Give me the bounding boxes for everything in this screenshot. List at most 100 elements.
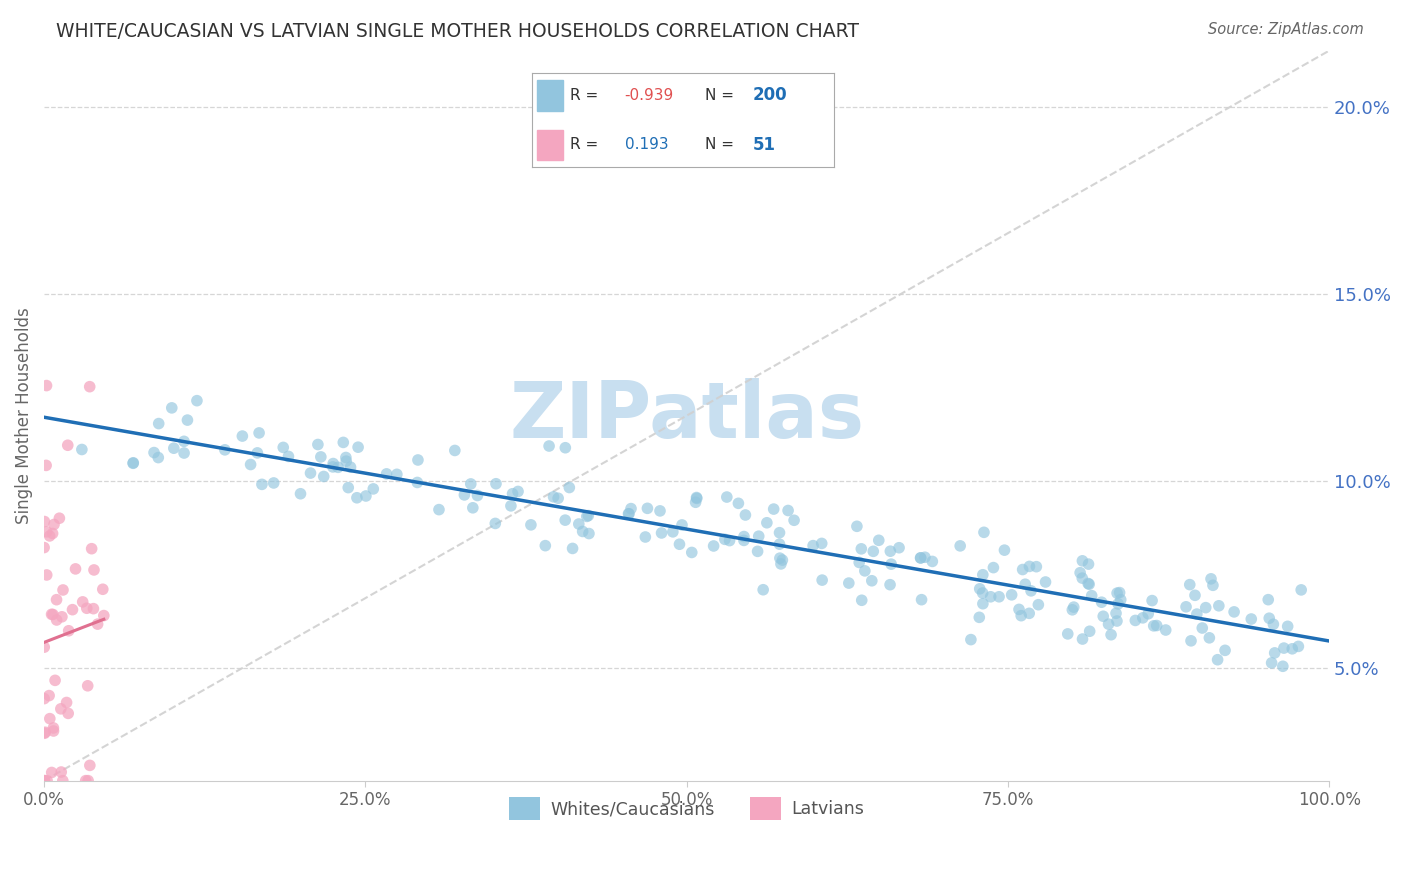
Point bbox=[668, 537, 690, 551]
Point bbox=[685, 491, 707, 505]
Point bbox=[406, 453, 429, 467]
Point bbox=[547, 491, 569, 506]
Point bbox=[34, 515, 56, 529]
Point bbox=[1277, 619, 1299, 633]
Point bbox=[1185, 607, 1208, 621]
Point bbox=[173, 434, 195, 449]
Point bbox=[1025, 559, 1047, 574]
Point bbox=[82, 601, 104, 615]
Point bbox=[499, 499, 522, 513]
Point bbox=[1092, 609, 1115, 624]
Point bbox=[271, 441, 294, 455]
Point bbox=[1077, 557, 1099, 571]
Point bbox=[35, 524, 58, 539]
Point bbox=[1132, 611, 1154, 625]
Point bbox=[1146, 618, 1168, 632]
Point bbox=[1008, 602, 1031, 616]
Point bbox=[811, 573, 834, 587]
Point bbox=[485, 476, 508, 491]
Point bbox=[768, 525, 790, 540]
Point bbox=[845, 519, 868, 533]
Point bbox=[77, 773, 100, 788]
Point bbox=[41, 765, 63, 780]
Point bbox=[1213, 643, 1236, 657]
Point bbox=[879, 544, 901, 558]
Point bbox=[49, 702, 72, 716]
Point bbox=[853, 564, 876, 578]
Point bbox=[1108, 585, 1130, 599]
Point bbox=[163, 441, 186, 455]
Point bbox=[1240, 612, 1263, 626]
Point bbox=[406, 475, 429, 490]
Point bbox=[143, 445, 166, 459]
Point bbox=[1198, 631, 1220, 645]
Point bbox=[51, 609, 73, 624]
Point bbox=[173, 446, 195, 460]
Point bbox=[79, 379, 101, 393]
Point bbox=[148, 417, 170, 431]
Point bbox=[575, 509, 598, 524]
Point bbox=[44, 673, 66, 688]
Point bbox=[347, 440, 370, 454]
Point bbox=[41, 526, 63, 541]
Point bbox=[576, 508, 599, 523]
Point bbox=[671, 517, 693, 532]
Point bbox=[1078, 577, 1101, 591]
Point bbox=[558, 481, 581, 495]
Point bbox=[55, 696, 77, 710]
Point bbox=[52, 773, 75, 788]
Point bbox=[337, 481, 360, 495]
Point bbox=[534, 539, 557, 553]
Point bbox=[56, 438, 79, 452]
Point bbox=[76, 601, 98, 615]
Point bbox=[1080, 589, 1102, 603]
Point bbox=[354, 489, 377, 503]
Point bbox=[1180, 633, 1202, 648]
Point bbox=[444, 443, 467, 458]
Point bbox=[714, 533, 737, 547]
Point bbox=[460, 477, 482, 491]
Point bbox=[160, 401, 183, 415]
Point bbox=[1281, 641, 1303, 656]
Point bbox=[1154, 623, 1177, 637]
Point bbox=[1001, 588, 1024, 602]
Point bbox=[1018, 559, 1040, 574]
Point bbox=[686, 491, 709, 506]
Point bbox=[554, 441, 576, 455]
Point bbox=[335, 454, 357, 468]
Point bbox=[1035, 574, 1057, 589]
Point bbox=[578, 526, 600, 541]
Point bbox=[1178, 577, 1201, 591]
Legend: Whites/Caucasians, Latvians: Whites/Caucasians, Latvians bbox=[502, 790, 872, 827]
Point bbox=[1271, 659, 1294, 673]
Text: WHITE/CAUCASIAN VS LATVIAN SINGLE MOTHER HOUSEHOLDS CORRELATION CHART: WHITE/CAUCASIAN VS LATVIAN SINGLE MOTHER… bbox=[56, 22, 859, 41]
Point bbox=[1107, 586, 1129, 600]
Point bbox=[733, 533, 755, 548]
Point bbox=[332, 435, 354, 450]
Point bbox=[1286, 640, 1309, 654]
Point bbox=[1014, 577, 1036, 591]
Point bbox=[617, 507, 640, 521]
Point bbox=[762, 502, 785, 516]
Point bbox=[1107, 597, 1129, 611]
Point bbox=[620, 501, 643, 516]
Point bbox=[770, 553, 793, 567]
Point bbox=[972, 586, 994, 600]
Point bbox=[309, 450, 332, 464]
Point bbox=[880, 557, 903, 571]
Point bbox=[48, 511, 70, 525]
Point bbox=[1105, 614, 1128, 628]
Point bbox=[42, 607, 65, 622]
Point bbox=[851, 541, 873, 556]
Point bbox=[860, 574, 883, 588]
Point bbox=[214, 442, 236, 457]
Point bbox=[1264, 646, 1286, 660]
Point bbox=[685, 495, 707, 509]
Point bbox=[453, 488, 475, 502]
Point bbox=[752, 582, 775, 597]
Point bbox=[983, 560, 1005, 574]
Point bbox=[41, 607, 63, 622]
Point bbox=[307, 437, 329, 451]
Point bbox=[38, 529, 60, 543]
Point bbox=[1078, 624, 1101, 639]
